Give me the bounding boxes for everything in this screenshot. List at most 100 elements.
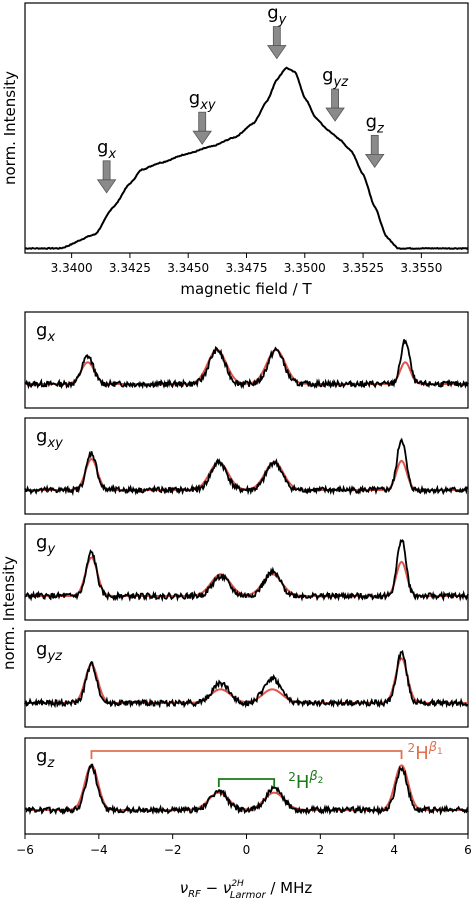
label-sup: β: [428, 740, 437, 755]
g-x-marker: gx: [96, 137, 117, 194]
panel-label-g-xy: gxy: [36, 426, 63, 451]
arrow-icon: [272, 26, 281, 47]
experiment-line: [24, 437, 469, 497]
endor-xtick-label: 2: [317, 843, 325, 857]
xlabel-units: / MHz: [266, 879, 313, 897]
label-base: g: [322, 65, 333, 86]
label-base: g: [267, 3, 278, 24]
bracket-label: 2Hβ2: [288, 769, 323, 793]
label-sub: xy: [199, 98, 216, 113]
xlabel-nu: ν: [180, 879, 188, 897]
bracket-label: 2Hβ1: [408, 740, 443, 764]
arrow-head-icon: [325, 107, 345, 122]
label-sub: yz: [333, 75, 350, 90]
xlabel-minus: −: [201, 879, 223, 897]
top-ylabel: norm. Intensity: [1, 71, 19, 185]
g-xy-marker: gxy: [189, 88, 216, 145]
label-sub: xy: [46, 436, 63, 451]
arrow-icon: [331, 88, 340, 110]
arrow-icon: [198, 111, 207, 133]
arrow-head-icon: [96, 179, 117, 194]
bracket-line: [90, 750, 403, 759]
label-sub: y: [278, 13, 287, 28]
panel-label-g-yz: gyz: [36, 639, 63, 664]
panel-label-g-z: gz: [36, 746, 55, 771]
g-y-label: gy: [267, 3, 286, 28]
g-z-label: gz: [366, 111, 385, 136]
top-xtick-label: 3.3550: [400, 261, 442, 275]
simulation-line: [25, 657, 468, 704]
simulation-line: [25, 764, 468, 811]
label-sub: x: [107, 147, 116, 162]
label-base: g: [36, 320, 47, 341]
xlabel-2h-sup: 2H: [231, 879, 244, 889]
xlabel-larmor-sub: Larmor: [230, 890, 267, 901]
endor-xtick-label: −6: [16, 843, 34, 857]
bracket-h-beta2: 2Hβ2: [217, 769, 323, 793]
label-sup: β: [308, 769, 317, 784]
endor-xlabel: νRF − ν2H Larmor / MHz: [180, 879, 313, 901]
arrow-head-icon: [364, 153, 385, 169]
panel-frame: [24, 311, 469, 409]
endor-xtick-label: −2: [164, 843, 182, 857]
label-base: g: [36, 532, 47, 553]
label-base: g: [36, 426, 47, 447]
label-presup: 2: [288, 770, 296, 784]
experiment-line: [24, 649, 469, 709]
bracket-line: [217, 778, 276, 787]
panel-label-g-y: gy: [36, 532, 55, 557]
arrow-head-icon: [267, 45, 287, 60]
panel-frame: [24, 630, 469, 728]
g-yz-marker: gyz: [322, 65, 349, 122]
label-sub: z: [46, 756, 55, 771]
label-main: H: [415, 743, 429, 764]
endor-xtick-label: 4: [390, 843, 398, 857]
label-main: H: [296, 772, 310, 793]
top-xtick-label: 3.3500: [284, 261, 326, 275]
arrow-icon: [102, 160, 111, 182]
top-xtick-label: 3.3475: [226, 261, 268, 275]
label-base: g: [97, 137, 108, 158]
panel-frame: [24, 523, 469, 621]
g-x-label: gx: [97, 137, 116, 162]
g-y-marker: gy: [267, 3, 287, 60]
endor-ylabel: norm. Intensity: [0, 556, 18, 670]
top-xtick-label: 3.3400: [51, 261, 93, 275]
label-supsub: 1: [437, 747, 443, 757]
xlabel-rf-sub: RF: [188, 889, 201, 900]
simulation-line: [25, 556, 468, 597]
endor-xtick-label: −4: [90, 843, 108, 857]
g-z-marker: gz: [364, 111, 385, 169]
experiment-line: [24, 339, 469, 390]
label-sub: z: [376, 121, 385, 136]
endor-panel-g-x: gx: [24, 311, 469, 409]
endor-xtick-label: 0: [243, 843, 251, 857]
arrow-head-icon: [192, 130, 212, 145]
top-xtick-label: 3.3450: [167, 261, 209, 275]
endor-panel-g-yz: gyz: [24, 630, 469, 728]
label-base: g: [36, 746, 47, 767]
label-base: g: [189, 88, 200, 109]
endor-panel-g-xy: gxy: [24, 417, 469, 515]
g-yz-label: gyz: [322, 65, 349, 90]
label-sub: x: [46, 330, 55, 345]
label-supsub: 2: [318, 776, 324, 786]
arrow-icon: [370, 134, 379, 156]
panel-label-g-x: gx: [36, 320, 55, 345]
endor-x-axis: −6 −4 −2 0 2 4 6: [16, 834, 472, 857]
top-xtick-label: 3.3425: [109, 261, 151, 275]
panel-frame: [24, 417, 469, 515]
label-sub: yz: [46, 649, 63, 664]
experiment-line: [24, 763, 469, 817]
label-base: g: [366, 111, 377, 132]
bracket-h-beta1: 2Hβ1: [90, 740, 443, 764]
label-base: g: [36, 639, 47, 660]
top-x-axis: 3.3400 3.3425 3.3450 3.3475 3.3500 3.3525 3.35…: [51, 253, 442, 275]
simulation-line: [25, 457, 468, 491]
top-xlabel: magnetic field / T: [180, 280, 312, 298]
